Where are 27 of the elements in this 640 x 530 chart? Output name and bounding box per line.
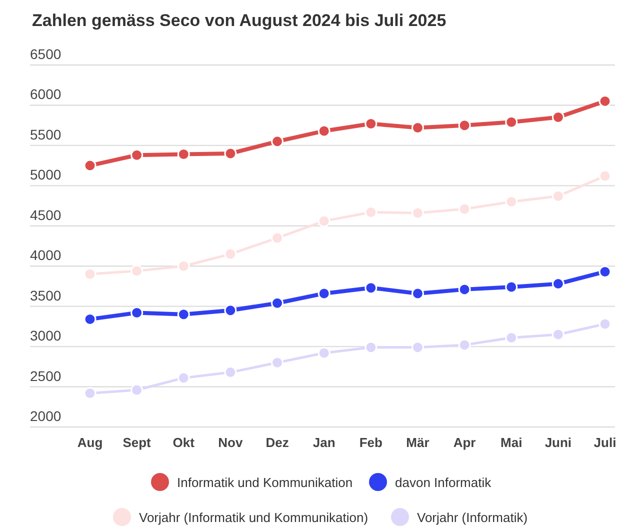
x-tick-label: Apr [453,435,476,450]
x-tick-label: Mär [406,435,430,450]
legend-label: Vorjahr (Informatik und Kommunikation) [139,510,368,525]
x-tick-label: Juni [544,435,572,450]
y-tick-label: 5000 [30,166,62,183]
y-tick-label: 6500 [30,46,62,62]
y-tick-label: 4500 [30,206,62,223]
y-tick-label: 4000 [30,247,62,264]
y-tick-label: 3500 [30,287,62,304]
x-tick-label: Juli [594,435,616,450]
legend-label: Informatik und Kommunikation [177,475,353,490]
x-tick-label: Mai [500,435,522,450]
x-tick-label: Aug [77,435,103,450]
legend-label: davon Informatik [395,475,492,490]
y-tick-label: 6000 [30,86,62,102]
x-tick-label: Sept [122,435,152,450]
chart-title: Zahlen gemäss Seco von August 2024 bis Juli 2025 [32,11,446,30]
x-tick-label: Jan [312,435,336,450]
x-tick-label: Okt [172,435,196,450]
x-tick-label: Dez [266,435,290,450]
x-tick-label: Feb [359,435,383,450]
y-tick-label: 2500 [30,368,62,384]
y-tick-label: 2000 [30,408,62,424]
legend-label: Vorjahr (Informatik) [417,510,528,525]
y-tick-label: 5500 [30,126,62,142]
y-tick-label: 3000 [30,328,62,344]
x-tick-label: Nov [218,435,244,450]
